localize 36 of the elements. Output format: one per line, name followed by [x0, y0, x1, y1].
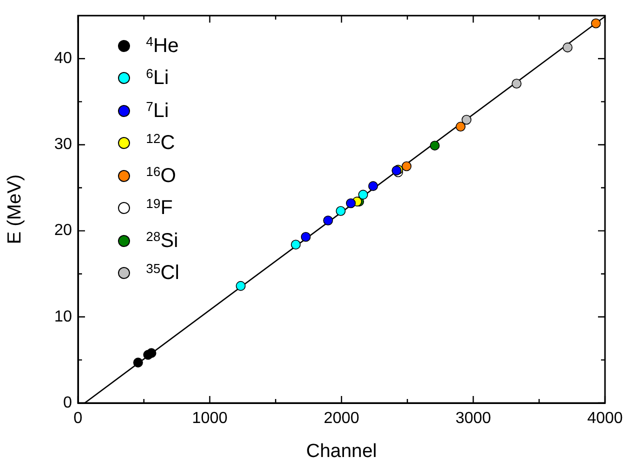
point	[402, 161, 412, 172]
point	[236, 281, 246, 291]
point	[146, 348, 156, 358]
y-tick-label: 40	[54, 50, 72, 68]
point	[300, 232, 311, 242]
point	[323, 216, 333, 226]
x-tick-label: 1000	[192, 410, 228, 428]
point	[336, 206, 346, 216]
legend-label: $^{6}$Li	[146, 65, 169, 92]
point	[133, 358, 143, 368]
point	[346, 198, 356, 208]
legend-label: $^{7}$Li	[146, 98, 169, 124]
y-tick-label: 20	[54, 222, 72, 240]
x-axis-title: Channel	[306, 440, 377, 462]
y-tick-label: 0	[63, 394, 72, 412]
legend-label: $^{16}$O	[146, 162, 176, 189]
y-tick-label: 30	[54, 136, 72, 154]
point	[430, 140, 440, 150]
point	[290, 240, 301, 250]
point	[462, 114, 472, 125]
y-tick-label: 10	[54, 308, 72, 326]
point	[358, 190, 368, 200]
legend-label: $^{28}$Si	[146, 228, 178, 254]
point	[591, 18, 601, 28]
legend-label: $^{35}$Cl	[146, 260, 180, 286]
point	[562, 42, 572, 52]
legend-label: $^{4}$He	[146, 32, 179, 59]
point	[512, 78, 522, 89]
point	[368, 181, 378, 191]
x-tick-label: 2000	[324, 410, 360, 428]
point	[456, 122, 466, 132]
legend-label: $^{19}$F	[146, 195, 173, 222]
x-tick-label: 3000	[455, 410, 492, 428]
legend-label: $^{12}$C	[146, 130, 175, 156]
y-axis-title: E (MeV)	[4, 174, 26, 244]
x-tick-label: 4000	[587, 410, 623, 428]
